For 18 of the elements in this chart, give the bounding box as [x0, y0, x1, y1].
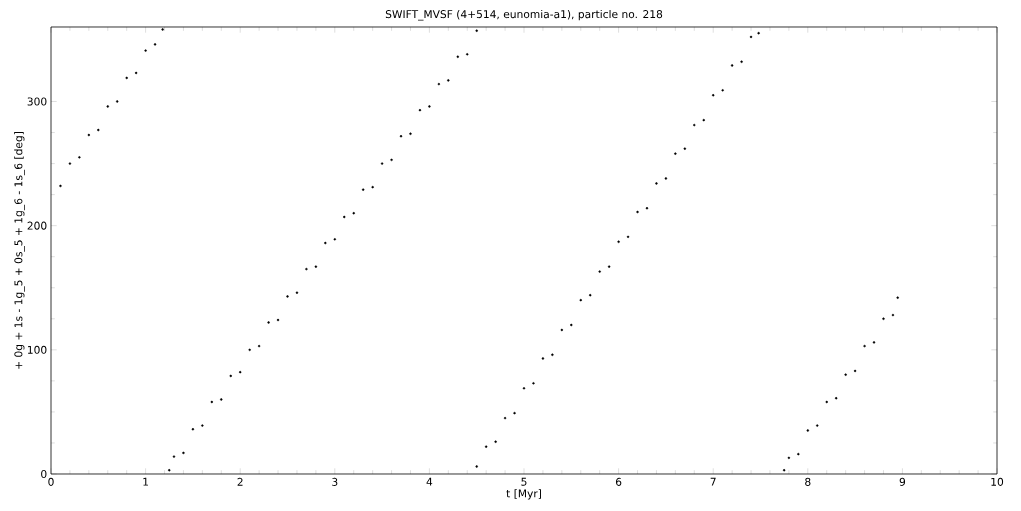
y-axis-title: + 0g + 1s - 1g_5 + 0s_5 + 1g_6 - 1s_6 [deg]: [14, 132, 25, 369]
x-tick-label: 6: [615, 477, 622, 486]
x-tick-label: 9: [899, 477, 906, 486]
x-tick-label: 5: [521, 477, 527, 486]
x-axis-title: t [Myr]: [506, 489, 541, 500]
x-tick-label: 2: [237, 477, 243, 486]
y-tick-label: 0: [41, 469, 47, 479]
y-tick-label: 300: [27, 97, 47, 106]
x-tick-label: 8: [805, 477, 811, 486]
x-tick-label: 10: [991, 477, 1004, 486]
x-tick-label: 1: [143, 477, 148, 486]
x-tick-label: 0: [48, 477, 54, 486]
x-tick-label: 7: [710, 477, 716, 486]
y-tick-label: 100: [27, 345, 47, 354]
x-tick-label: 3: [332, 477, 338, 486]
y-tick-label: 200: [27, 221, 47, 230]
x-tick-label: 4: [426, 477, 433, 486]
chart-title: SWIFT_MVSF (4+514, eunomia-a1), particle no. 218: [385, 9, 663, 21]
